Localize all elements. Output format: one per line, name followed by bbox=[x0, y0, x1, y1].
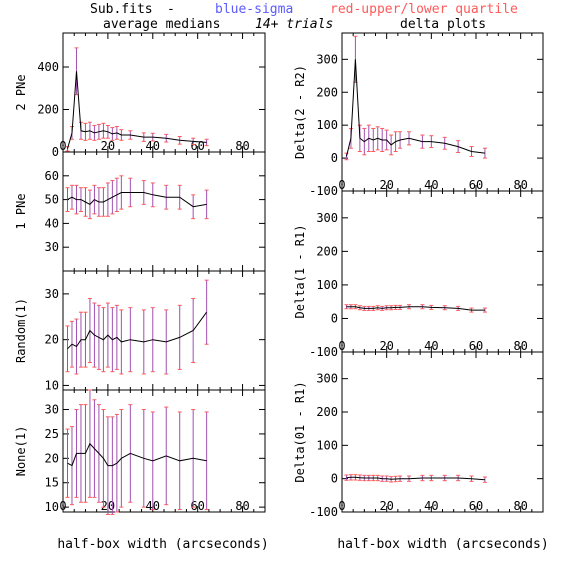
y-tick-label: 60 bbox=[45, 169, 59, 183]
x-tick-label: 60 bbox=[190, 499, 204, 513]
dash-label: - bbox=[167, 2, 175, 17]
y-tick-label: 100 bbox=[316, 118, 338, 132]
y-tick-label: 20 bbox=[45, 451, 59, 465]
x-tick-label: 80 bbox=[235, 499, 249, 513]
legend-blue-sigma: blue-sigma bbox=[215, 2, 294, 17]
panel-frame bbox=[62, 151, 266, 272]
series-line bbox=[67, 442, 207, 467]
y-axis-label: 1 PNe bbox=[14, 193, 28, 229]
y-axis-label: 2 PNe bbox=[14, 74, 28, 110]
x-tick-label: 80 bbox=[513, 499, 527, 513]
x-tick-label: 60 bbox=[469, 339, 483, 353]
y-tick-label: 30 bbox=[45, 240, 59, 254]
x-tick-label: 40 bbox=[146, 139, 160, 153]
y-axis-label: Delta(2 - R2) bbox=[293, 65, 307, 159]
series-line bbox=[346, 306, 485, 311]
x-tick-label: 40 bbox=[424, 178, 438, 192]
y-tick-label: 0 bbox=[52, 145, 59, 159]
source-label: Sub.fits bbox=[90, 2, 153, 17]
trials-label: 14+ trials bbox=[255, 17, 334, 32]
x-tick-label: 0 bbox=[338, 178, 345, 192]
series-line bbox=[67, 71, 207, 149]
y-tick-label: 15 bbox=[45, 476, 59, 490]
x-tick-label: 20 bbox=[379, 178, 393, 192]
y-tick-label: 0 bbox=[331, 311, 338, 325]
y-tick-label: 10 bbox=[45, 500, 59, 514]
series-line bbox=[346, 476, 485, 481]
x-tick-label: 40 bbox=[424, 339, 438, 353]
x-tick-label: 0 bbox=[338, 339, 345, 353]
series-line bbox=[346, 59, 485, 157]
panel-frame bbox=[341, 32, 544, 192]
x-tick-label: 0 bbox=[59, 499, 66, 513]
y-tick-label: 25 bbox=[45, 427, 59, 441]
y-tick-label: 100 bbox=[316, 438, 338, 452]
panel-frame bbox=[62, 32, 266, 153]
x-tick-label: 40 bbox=[424, 499, 438, 513]
x-tick-label: 80 bbox=[513, 178, 527, 192]
y-tick-label: -100 bbox=[309, 505, 338, 519]
panel-left-2: 30 40 50 60 1 PNe bbox=[14, 151, 266, 272]
y-tick-label: 300 bbox=[316, 52, 338, 66]
y-tick-label: 200 bbox=[316, 244, 338, 258]
x-tick-label: 60 bbox=[469, 499, 483, 513]
x-tick-label: 20 bbox=[101, 139, 115, 153]
panel-frame bbox=[62, 389, 266, 513]
y-axis-label: Delta(01 - R1) bbox=[293, 381, 307, 482]
series-line bbox=[67, 311, 208, 350]
legend-red-quartile: red-upper/lower quartile bbox=[330, 2, 518, 17]
x-tick-label: 80 bbox=[513, 339, 527, 353]
x-tick-label: 0 bbox=[338, 499, 345, 513]
x-tick-label: 0 bbox=[59, 139, 66, 153]
x-axis-label: half-box width (arcseconds) bbox=[337, 537, 548, 552]
y-tick-label: 0 bbox=[331, 151, 338, 165]
left-column-title: average medians bbox=[103, 17, 221, 32]
y-tick-label: 200 bbox=[316, 405, 338, 419]
right-column-title: delta plots bbox=[400, 17, 487, 32]
panel-frame bbox=[341, 351, 544, 513]
y-tick-label: 20 bbox=[45, 333, 59, 347]
y-tick-label: 30 bbox=[45, 287, 59, 301]
y-tick-label: 30 bbox=[45, 403, 59, 417]
y-tick-label: 40 bbox=[45, 216, 59, 230]
x-tick-label: 20 bbox=[379, 499, 393, 513]
y-tick-label: -100 bbox=[309, 184, 338, 198]
x-tick-label: 20 bbox=[379, 339, 393, 353]
panel-frame bbox=[62, 270, 266, 391]
y-tick-label: 400 bbox=[37, 60, 59, 74]
y-tick-label: 50 bbox=[45, 193, 59, 207]
x-tick-label: 60 bbox=[469, 178, 483, 192]
x-axis-label: half-box width (arcseconds) bbox=[57, 537, 268, 552]
y-tick-label: 0 bbox=[331, 472, 338, 486]
y-tick-label: 10 bbox=[45, 378, 59, 392]
y-axis-label: None(1) bbox=[14, 426, 28, 477]
y-tick-label: 200 bbox=[37, 103, 59, 117]
y-tick-label: 300 bbox=[316, 211, 338, 225]
y-axis-label: Delta(1 - R1) bbox=[293, 225, 307, 319]
series-line bbox=[67, 192, 207, 208]
y-tick-label: -100 bbox=[309, 345, 338, 359]
y-tick-label: 100 bbox=[316, 278, 338, 292]
x-tick-label: 80 bbox=[235, 139, 249, 153]
panel-frame bbox=[341, 190, 544, 353]
y-axis-label: Random(1) bbox=[14, 298, 28, 363]
y-tick-label: 200 bbox=[316, 85, 338, 99]
panel-left-3: 10 20 30 Random(1) bbox=[14, 270, 266, 392]
y-tick-label: 300 bbox=[316, 372, 338, 386]
